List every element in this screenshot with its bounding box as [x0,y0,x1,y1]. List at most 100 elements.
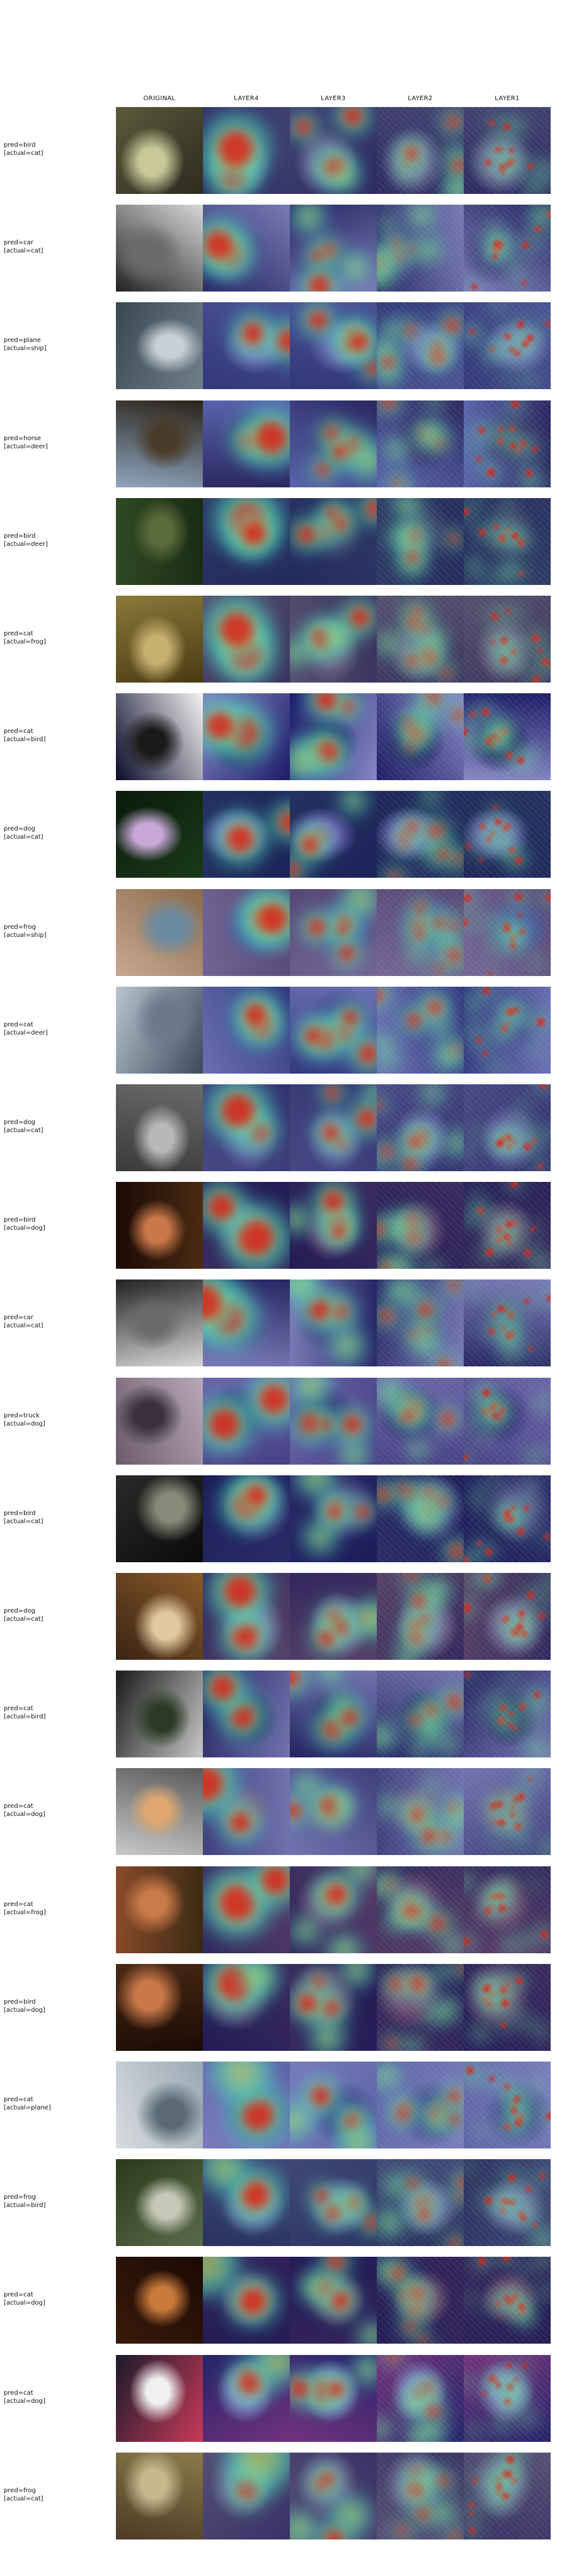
heatmap-layer2 [377,596,464,683]
column-header-layer3: LAYER3 [321,95,346,102]
predicted-class: pred=car [4,239,33,246]
predicted-class: pred=cat [4,1705,33,1712]
heatmap-layer4 [203,596,290,683]
heatmap-layer1 [464,2355,551,2442]
heatmap-layer3 [290,107,377,194]
heatmap-layer2 [377,791,464,878]
predicted-class: pred=frog [4,2487,36,2494]
actual-class: [actual=cat] [4,2495,43,2502]
heatmap-layer3 [290,1475,377,1562]
result-row: pred=cat [actual=frog] [0,1866,562,1953]
actual-class: [actual=bird] [4,2202,46,2209]
heatmap-layer1 [464,791,551,878]
predicted-class: pred=bird [4,142,36,149]
heatmap-layer1 [464,1964,551,2051]
original-image [116,1279,203,1366]
heatmap-layer2 [377,1671,464,1757]
original-image [116,302,203,389]
heatmap-layer2 [377,2257,464,2344]
original-image [116,2159,203,2246]
heatmap-layer2 [377,1378,464,1465]
actual-class: [actual=ship] [4,345,47,352]
predicted-class: pred=frog [4,924,36,931]
heatmap-layer4 [203,498,290,585]
heatmap-layer2 [377,2355,464,2442]
prediction-label: pred=frog [actual=ship] [4,923,111,939]
original-image [116,1573,203,1660]
result-row: pred=frog [actual=bird] [0,2159,562,2246]
prediction-label: pred=cat [actual=frog] [4,630,111,646]
predicted-class: pred=bird [4,1999,36,2006]
original-image [116,107,203,194]
prediction-label: pred=bird [actual=cat] [4,1509,111,1526]
heatmap-layer3 [290,1573,377,1660]
original-image [116,1182,203,1269]
original-image [116,205,203,292]
heatmap-layer3 [290,2453,377,2539]
heatmap-layer3 [290,2355,377,2442]
actual-class: [actual=cat] [4,247,43,254]
original-image [116,2355,203,2442]
predicted-class: pred=dog [4,826,35,832]
original-image [116,987,203,1074]
prediction-label: pred=cat [actual=dog] [4,2389,111,2405]
prediction-label: pred=car [actual=cat] [4,1314,111,1330]
predicted-class: pred=plane [4,337,41,344]
result-row: pred=truck [actual=dog] [0,1378,562,1465]
original-image [116,1671,203,1757]
heatmap-layer3 [290,1866,377,1953]
predicted-class: pred=cat [4,1803,33,1810]
actual-class: [actual=ship] [4,932,47,939]
heatmap-layer2 [377,107,464,194]
heatmap-layer1 [464,1671,551,1757]
heatmap-layer1 [464,1279,551,1366]
prediction-label: pred=cat [actual=frog] [4,1900,111,1917]
heatmap-layer1 [464,498,551,585]
heatmap-layer3 [290,205,377,292]
result-row: pred=dog [actual=cat] [0,791,562,878]
result-row: pred=cat [actual=frog] [0,596,562,683]
actual-class: [actual=dog] [4,1225,45,1232]
original-image [116,2257,203,2344]
heatmap-layer3 [290,791,377,878]
heatmap-layer1 [464,1866,551,1953]
prediction-label: pred=frog [actual=bird] [4,2193,111,2210]
actual-class: [actual=plane] [4,2104,51,2111]
prediction-label: pred=cat [actual=bird] [4,727,111,744]
heatmap-layer3 [290,2257,377,2344]
actual-class: [actual=dog] [4,2398,45,2405]
predicted-class: pred=bird [4,1510,36,1517]
result-row: pred=frog [actual=ship] [0,889,562,976]
heatmap-layer3 [290,400,377,487]
result-row: pred=car [actual=cat] [0,205,562,292]
prediction-label: pred=dog [actual=cat] [4,825,111,841]
heatmap-layer3 [290,987,377,1074]
prediction-label: pred=bird [actual=deer] [4,532,111,548]
prediction-label: pred=cat [actual=dog] [4,2291,111,2307]
heatmap-layer2 [377,1279,464,1366]
result-row: pred=cat [actual=dog] [0,2257,562,2344]
result-row: pred=cat [actual=plane] [0,2062,562,2148]
heatmap-layer3 [290,596,377,683]
prediction-label: pred=dog [actual=cat] [4,1607,111,1623]
actual-class: [actual=cat] [4,1518,43,1525]
heatmap-layer4 [203,2062,290,2148]
prediction-label: pred=cat [actual=deer] [4,1021,111,1037]
actual-class: [actual=bird] [4,1713,46,1720]
heatmap-layer1 [464,1768,551,1855]
prediction-label: pred=cat [actual=bird] [4,1705,111,1721]
heatmap-layer3 [290,498,377,585]
result-row: pred=horse [actual=deer] [0,400,562,487]
heatmap-layer4 [203,400,290,487]
prediction-label: pred=cat [actual=plane] [4,2096,111,2112]
original-image [116,2453,203,2539]
heatmap-layer1 [464,2453,551,2539]
prediction-label: pred=bird [actual=dog] [4,1216,111,1232]
prediction-label: pred=horse [actual=deer] [4,434,111,451]
predicted-class: pred=cat [4,2291,33,2298]
heatmap-layer1 [464,107,551,194]
heatmap-layer2 [377,2159,464,2246]
actual-class: [actual=dog] [4,2300,45,2306]
actual-class: [actual=dog] [4,1811,45,1818]
heatmap-layer3 [290,693,377,780]
